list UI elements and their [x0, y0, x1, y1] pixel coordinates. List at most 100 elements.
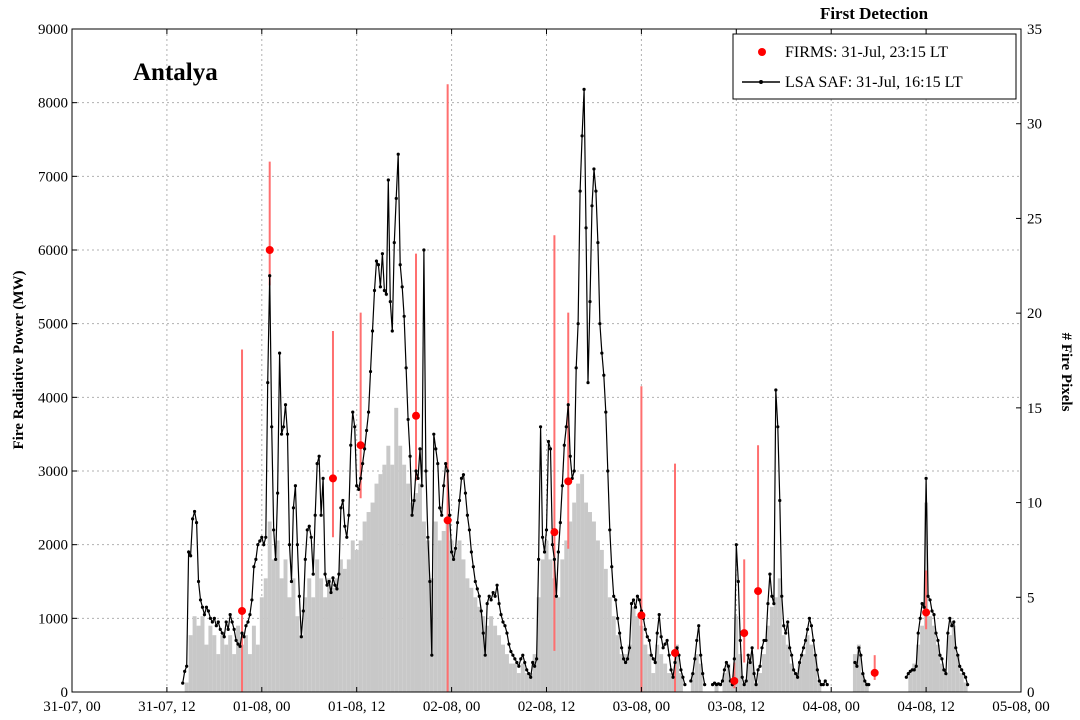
fire-pixel-bar — [611, 616, 616, 692]
lsa-saf-point — [944, 671, 948, 676]
lsa-saf-point — [904, 675, 908, 679]
lsa-saf-point — [540, 535, 545, 539]
lsa-saf-point — [938, 653, 942, 657]
lsa-saf-point — [600, 351, 604, 355]
lsa-saf-point — [934, 631, 938, 635]
fire-pixel-bar — [805, 635, 810, 692]
lsa-saf-point — [932, 613, 936, 617]
lsa-saf-point — [774, 388, 778, 392]
lsa-saf-point — [349, 443, 353, 447]
lsa-saf-point — [598, 322, 602, 326]
lsa-saf-point — [457, 498, 462, 503]
fire-pixel-bar — [315, 559, 320, 692]
fire-pixel-bar — [908, 673, 913, 692]
lsa-saf-point — [738, 638, 742, 643]
lsa-saf-point — [855, 664, 859, 668]
lsa-saf-point — [525, 668, 529, 672]
fire-pixel-bar — [722, 673, 727, 692]
fire-pixel-bar — [536, 597, 541, 692]
chart-title: First Detection — [820, 4, 929, 23]
lsa-saf-point — [477, 594, 481, 598]
y-tick-label-left: 9000 — [38, 22, 68, 38]
lsa-saf-point — [258, 539, 262, 543]
lsa-saf-point — [560, 484, 564, 488]
lsa-saf-point — [924, 476, 928, 480]
fire-pixel-bar — [738, 654, 743, 692]
x-tick-label: 04-08, 12 — [897, 699, 955, 715]
fire-pixel-bar — [572, 502, 577, 692]
lsa-saf-point — [649, 653, 653, 657]
fire-pixel-bar — [698, 663, 703, 692]
firms-point — [564, 477, 573, 486]
lsa-saf-point — [792, 668, 796, 672]
x-tick-label: 05-08, 00 — [992, 699, 1050, 715]
fire-pixel-bar — [714, 682, 719, 692]
lsa-saf-point — [701, 671, 705, 676]
lsa-saf-point — [542, 550, 547, 554]
lsa-saf-point — [246, 620, 250, 624]
lsa-saf-point — [752, 671, 756, 676]
fire-pixel-bar — [374, 483, 379, 692]
fire-pixel-bar — [473, 597, 478, 692]
lsa-saf-point — [196, 579, 201, 584]
lsa-saf-point — [309, 535, 313, 539]
fire-pixel-bar — [362, 521, 367, 692]
fire-pixel-bar — [955, 654, 960, 692]
lsa-saf-point — [720, 679, 725, 683]
lsa-saf-point — [497, 602, 501, 606]
fire-pixel-bar — [493, 625, 498, 692]
lsa-saf-point — [279, 432, 284, 436]
lsa-saf-point — [436, 462, 440, 466]
lsa-saf-point — [337, 572, 341, 576]
lsa-saf-point — [285, 432, 290, 436]
lsa-saf-point — [930, 609, 934, 613]
lsa-saf-point — [444, 462, 448, 466]
fire-pixel-bar — [532, 654, 537, 692]
fire-pixel-bar — [734, 616, 739, 692]
fire-pixel-bar — [208, 625, 213, 692]
lsa-saf-point — [661, 646, 665, 650]
lsa-saf-point — [319, 513, 323, 517]
fire-pixel-bar — [584, 502, 589, 692]
lsa-saf-point — [922, 605, 926, 609]
lsa-saf-point — [531, 660, 535, 665]
lsa-saf-point — [343, 524, 347, 528]
fire-pixel-bar — [591, 521, 596, 692]
fire-pixel-bar — [386, 445, 391, 692]
lsa-saf-point — [564, 425, 568, 429]
lsa-saf-point — [485, 602, 489, 606]
lsa-saf-point — [189, 554, 193, 558]
firms-point — [356, 441, 365, 450]
lsa-saf-point — [264, 535, 268, 539]
lsa-saf-point — [811, 638, 816, 643]
lsa-saf-point — [473, 579, 477, 584]
fire-pixel-bar — [580, 474, 585, 692]
fire-pixel-bar — [916, 644, 921, 692]
lsa-saf-point — [799, 653, 804, 657]
lsa-saf-point — [863, 679, 867, 683]
lsa-saf-point — [766, 602, 770, 606]
lsa-saf-point — [562, 443, 566, 447]
lsa-saf-point — [521, 653, 525, 657]
fire-pixel-bar — [797, 663, 802, 692]
fire-pixel-bar — [390, 464, 395, 692]
lsa-saf-point — [689, 679, 693, 683]
lsa-saf-point — [517, 664, 521, 668]
lsa-saf-point — [788, 646, 792, 650]
fire-pixel-bar — [287, 597, 292, 692]
lsa-saf-point — [370, 329, 375, 333]
fire-pixel-bar — [694, 654, 699, 692]
lsa-saf-line — [690, 625, 706, 685]
fire-pixel-bar — [564, 540, 569, 692]
lsa-saf-point — [732, 657, 736, 661]
lsa-saf-point — [295, 543, 299, 547]
fire-pixel-bar — [746, 663, 751, 692]
fire-pixel-bar — [928, 616, 933, 692]
lsa-saf-point — [503, 624, 507, 628]
fire-pixel-bar — [524, 673, 529, 692]
fire-pixel-bar — [671, 673, 676, 692]
fire-pixel-bar — [864, 682, 869, 692]
fire-pixel-bar — [544, 540, 549, 692]
fire-pixel-bar — [678, 673, 683, 692]
